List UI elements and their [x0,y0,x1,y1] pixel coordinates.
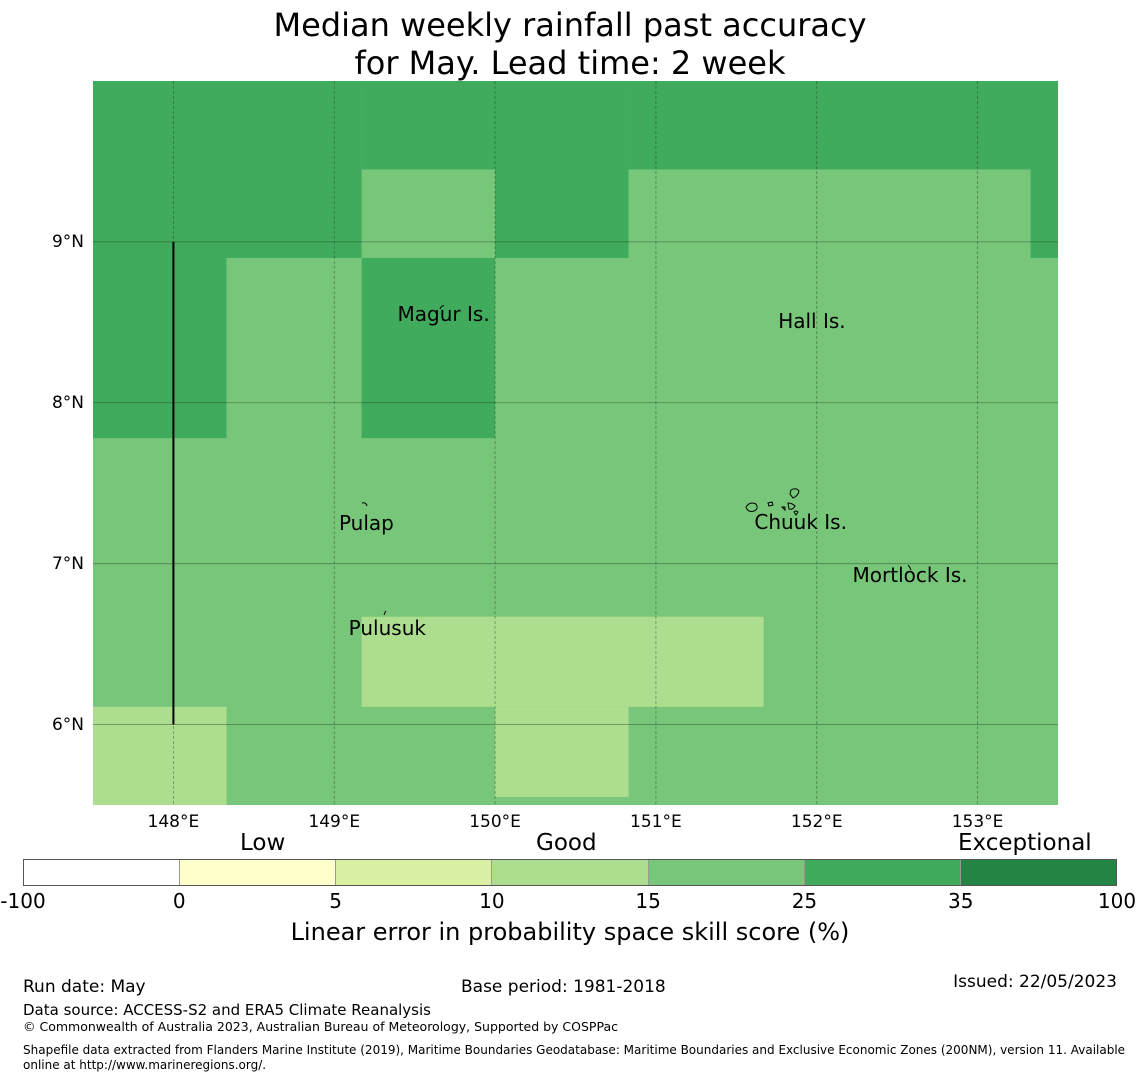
mortlock-island-outline [907,564,912,571]
skill-cell [495,81,629,258]
issued-date: Issued: 22/05/2023 [953,972,1117,992]
category-good-label: Good [536,830,597,856]
colorbar-segment [804,860,961,885]
run-date: Run date: May [23,977,146,997]
latitude-tick-label: 7°N [51,553,84,574]
category-exceptional-label: Exceptional [958,830,1092,856]
pulusuk-island-outline [383,610,387,616]
colorbar-tick-label: 5 [329,889,342,913]
colorbar-tick-label: 35 [947,889,974,913]
base-period: Base period: 1981-2018 [461,977,666,997]
skill-cell [361,257,496,439]
place-label: Magur Is. [397,302,490,327]
colorbar-segment [180,860,337,885]
colorbar-tick-label: 0 [172,889,186,913]
colorbar-tick-label: 10 [479,889,505,913]
skill-cell [361,81,496,170]
chuuk-lagoon-outline [745,488,800,516]
longitude-tick-label: 148°E [147,812,200,832]
place-label: Mortlock Is. [852,562,968,587]
place-label: Chuuk Is. [754,509,847,534]
longitude-tick-label: 153°E [951,812,1004,832]
longitude-tick-label: 150°E [469,812,521,832]
colorbar-title: Linear error in probability space skill … [290,918,850,946]
latitude-tick-label: 9°N [51,231,84,252]
skill-cell [1030,169,1058,258]
shapefile-credit-line1: Shapefile data extracted from Flanders M… [23,1043,1126,1057]
colorbar-tick-label: 100 [1097,889,1137,913]
skill-cell [628,81,1058,170]
skill-cell [93,81,362,170]
colorbar-segment [648,860,805,885]
latitude-tick-label: 8°N [51,392,84,413]
colorbar-segment [960,860,1116,885]
place-label: Pulap [338,511,394,536]
latitude-tick-label: 6°N [51,714,84,735]
colorbar [23,859,1117,886]
longitude-tick-label: 152°E [790,812,843,832]
category-low-label: Low [240,830,286,856]
skill-cell [226,169,362,258]
magur-island-outline [439,305,445,310]
longitude-tick-label: 149°E [308,812,361,832]
colorbar-segment [336,860,493,885]
place-label: Pulusuk [348,616,426,641]
colorbar-segment [492,860,649,885]
colorbar-tick-label: -100 [0,889,46,913]
longitude-tick-label: 151°E [630,812,682,832]
colorbar-segment [24,860,181,885]
map-title-line1: Median weekly rainfall past accuracy [273,6,867,44]
data-source: Data source: ACCESS-S2 and ERA5 Climate … [23,1001,431,1019]
skill-cell [93,706,227,805]
map-title-line2: for May. Lead time: 2 week [354,44,786,82]
skill-cell [361,616,764,707]
skill-map [93,81,1058,805]
place-label: Hall Is. [778,308,846,333]
skill-cell [495,706,629,797]
shapefile-credit-line2: online at http://www.marineregions.org/. [23,1058,267,1072]
copyright: © Commonwealth of Australia 2023, Austra… [23,1019,618,1034]
colorbar-tick-label: 25 [791,889,818,913]
colorbar-tick-label: 15 [635,889,661,913]
pulap-island-outline [361,502,368,507]
skill-cells [93,81,1058,805]
island-outlines [361,305,912,616]
skill-cell [93,169,227,439]
